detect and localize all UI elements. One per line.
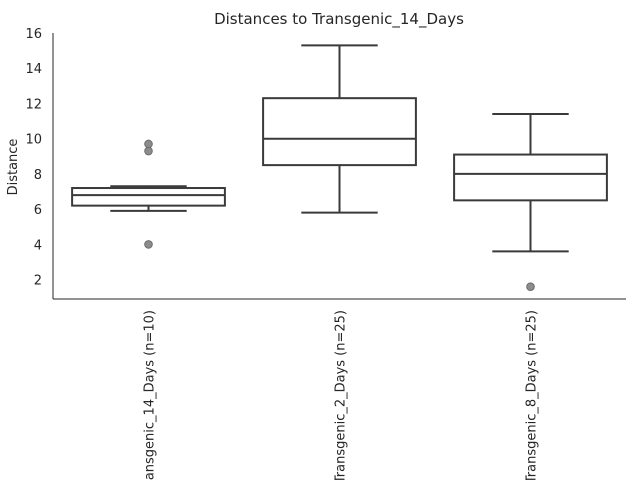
category-labels: Transgenic_14_Days (n=10) Transgenic_2_Da… [143, 310, 540, 480]
x-category-label: Transgenic_14_Days (n=10) [143, 310, 158, 480]
y-tick-label: 8 [34, 168, 42, 183]
outlier-point [144, 240, 153, 249]
outlier-point [526, 282, 535, 291]
box-iqr [71, 187, 226, 207]
outlier-point [144, 146, 153, 156]
box-group [71, 139, 226, 249]
outlier-point [144, 139, 153, 149]
y-tick-label: 6 [34, 203, 42, 218]
y-axis-ticks: 2 4 6 8 10 12 14 16 [25, 27, 42, 289]
box-iqr [453, 153, 608, 202]
x-category-label: Transgenic_8_Days (n=25) [525, 310, 540, 480]
y-tick-label: 10 [25, 133, 42, 148]
box-iqr [262, 97, 417, 167]
y-tick-label: 2 [34, 274, 42, 289]
y-tick-label: 14 [25, 62, 42, 77]
y-tick-label: 4 [34, 238, 42, 253]
boxes-group [71, 44, 608, 291]
y-tick-label: 16 [25, 27, 42, 42]
x-category-label: Transgenic_2_Days (n=25) [334, 310, 349, 480]
y-axis-label: Distance [6, 139, 21, 196]
box-group [262, 44, 417, 214]
box-group [453, 113, 608, 291]
y-tick-label: 12 [25, 97, 42, 112]
chart-title: Distances to Transgenic_14_Days [214, 10, 464, 29]
